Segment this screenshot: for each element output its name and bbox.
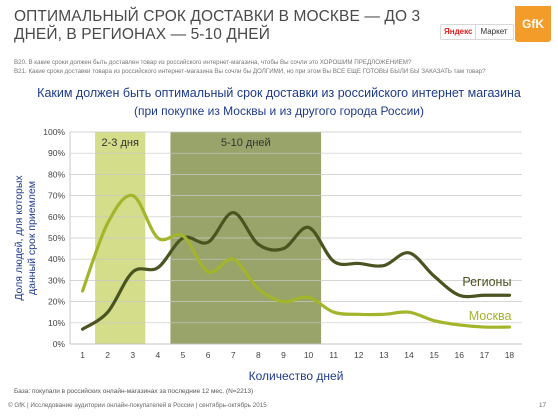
- x-tick-label: 11: [329, 350, 338, 360]
- series-line-regions: [80, 210, 512, 331]
- yandex-logo-text: Яндекс: [444, 27, 473, 36]
- x-tick-label: 16: [454, 350, 464, 360]
- x-tick-label: 17: [480, 350, 490, 360]
- y-tick-label: 100%: [43, 127, 65, 137]
- base-footnote: База: покупали в российских онлайн-магаз…: [14, 388, 254, 395]
- y-tick-label: 0%: [53, 339, 66, 349]
- x-tick-label: 5: [181, 350, 186, 360]
- title-line-1: ОПТИМАЛЬНЫЙ СРОК ДОСТАВКИ В МОСКВЕ — ДО …: [14, 8, 421, 25]
- y-tick-label: 80%: [48, 169, 65, 179]
- x-tick-label: 13: [379, 350, 389, 360]
- y-tick-label: 20%: [48, 297, 65, 307]
- series-line-moscow: [80, 193, 512, 329]
- question-b21: B21. Какие сроки доставки товара из росс…: [14, 67, 486, 75]
- x-tick-label: 14: [404, 350, 414, 360]
- x-axis-label: Количество дней: [249, 369, 344, 383]
- chart-title: Каким должен быть оптимальный срок доста…: [37, 86, 521, 100]
- yandex-market-logo: Яндекс Маркет: [440, 24, 514, 40]
- x-tick-label: 8: [256, 350, 261, 360]
- y-tick-label: 90%: [48, 148, 65, 158]
- band-label-1: 2-3 дня: [102, 137, 139, 149]
- x-tick-label: 1: [80, 350, 85, 360]
- chart-heading: Каким должен быть оптимальный срок доста…: [0, 84, 558, 120]
- band-label-2: 5-10 дней: [221, 137, 271, 149]
- y-tick-label: 50%: [48, 233, 65, 243]
- copyright-footer: © GfK | Исследование аудитории онлайн-по…: [8, 402, 267, 409]
- survey-questions: B20. В какие сроки должен быть доставлен…: [14, 59, 554, 76]
- y-axis-label-line1: Доля людей, для которых: [13, 175, 25, 301]
- title-line-2: ДНЕЙ, В РЕГИОНАХ — 5-10 ДНЕЙ: [14, 26, 270, 43]
- y-tick-label: 30%: [48, 275, 65, 285]
- x-tick-label: 6: [206, 350, 211, 360]
- x-tick-label: 9: [281, 350, 286, 360]
- y-tick-label: 40%: [48, 254, 65, 264]
- x-tick-label: 4: [156, 350, 161, 360]
- y-tick-label: 70%: [48, 191, 65, 201]
- page-number: 17: [538, 402, 546, 409]
- x-tick-label: 12: [354, 350, 364, 360]
- question-b20: B20. В какие сроки должен быть доставлен…: [14, 59, 412, 66]
- market-logo-text: Маркет: [475, 25, 511, 39]
- series-label-moscow: Москва: [469, 309, 512, 323]
- x-tick-label: 18: [505, 350, 515, 360]
- gfk-logo: GfK: [515, 6, 551, 42]
- x-tick-label: 15: [429, 350, 439, 360]
- y-tick-label: 60%: [48, 212, 65, 222]
- x-tick-label: 2: [105, 350, 110, 360]
- x-tick-label: 3: [130, 350, 135, 360]
- page-title: ОПТИМАЛЬНЫЙ СРОК ДОСТАВКИ В МОСКВЕ — ДО …: [14, 8, 434, 44]
- chart-subtitle: (при покупке из Москвы и из другого горо…: [133, 104, 425, 118]
- series-label-regions: Регионы: [462, 275, 511, 289]
- y-axis-label-line2: данный срок приемлем: [26, 181, 38, 295]
- x-tick-label: 10: [304, 350, 314, 360]
- x-tick-label: 7: [231, 350, 236, 360]
- y-tick-label: 10%: [48, 318, 65, 328]
